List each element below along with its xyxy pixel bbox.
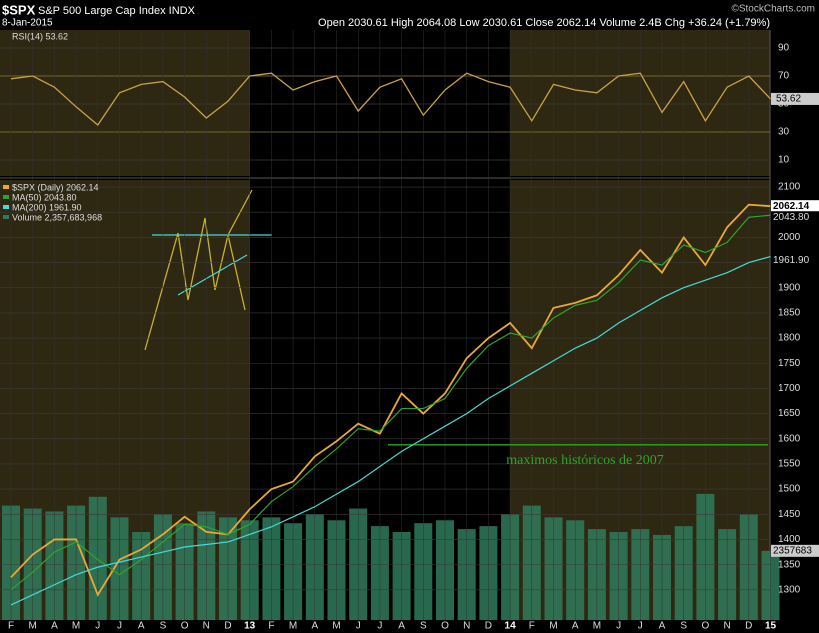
- x-tick-label: N: [203, 621, 210, 632]
- x-tick-label: 15: [765, 621, 777, 632]
- price-line: [10, 203, 771, 597]
- value-tag: [771, 200, 819, 213]
- x-tick-label: M: [332, 621, 340, 632]
- x-tick-label: F: [8, 621, 14, 632]
- quote: Open 2030.61 High 2064.08 Low 2030.61 Cl…: [318, 17, 770, 29]
- x-tick-label: A: [398, 621, 405, 632]
- y-tick-label: 1900: [778, 282, 801, 293]
- pattern-sketch: [227, 234, 246, 311]
- rsi-line: [10, 72, 771, 126]
- x-tick-label: A: [659, 621, 666, 632]
- y-tick-label: 2100: [778, 182, 801, 193]
- x-tick-label: M: [289, 621, 297, 632]
- y-tick-label: 1550: [778, 459, 801, 470]
- x-tick-label: J: [616, 621, 621, 632]
- x-tick-label: J: [95, 621, 100, 632]
- legend-label: MA(50) 2043.80: [12, 192, 77, 202]
- x-tick-label: O: [441, 621, 449, 632]
- price-line: [10, 214, 771, 591]
- annotation-text: maximos históricos de 2007: [506, 453, 664, 468]
- y-tick-label: 1850: [778, 308, 801, 319]
- value-tag-label: 2357683: [773, 545, 812, 556]
- x-tick-label: O: [702, 621, 710, 632]
- value-tag-label: 1961.90: [773, 255, 810, 266]
- legend-swatch: [3, 215, 9, 219]
- legend-label: Volume 2,357,683,968: [12, 212, 102, 222]
- y-tick-label: 1300: [778, 584, 801, 595]
- x-tick-label: O: [181, 621, 189, 632]
- legend-label: $SPX (Daily) 2062.14: [12, 182, 99, 192]
- price-line: [10, 255, 771, 606]
- y-tick-label: 1800: [778, 333, 801, 344]
- x-tick-label: N: [463, 621, 470, 632]
- y-tick-label: 2000: [778, 232, 801, 243]
- x-tick-label: S: [680, 621, 687, 632]
- y-tick-label: 1600: [778, 433, 801, 444]
- rsi-label: RSI(14) 53.62: [12, 31, 68, 41]
- y-tick-label: 1750: [778, 358, 801, 369]
- rsi-tick-label: 30: [778, 127, 790, 138]
- rsi-tick-label: 70: [778, 71, 790, 82]
- x-tick-label: A: [51, 621, 58, 632]
- value-tag-label: 2062.14: [773, 201, 810, 212]
- y-tick-label: 1700: [778, 383, 801, 394]
- y-tick-label: 1650: [778, 408, 801, 419]
- value-tag-label: 53.62: [776, 94, 801, 105]
- x-tick-label: M: [72, 621, 80, 632]
- value-tag-label: 2043.80: [773, 212, 810, 223]
- x-tick-label: D: [745, 621, 752, 632]
- x-tick-label: M: [549, 621, 557, 632]
- legend-label: MA(200) 1961.90: [12, 202, 82, 212]
- x-tick-label: F: [529, 621, 535, 632]
- pattern-sketch: [177, 254, 248, 296]
- y-tick-label: 1450: [778, 509, 801, 520]
- x-tick-label: F: [268, 621, 274, 632]
- value-tag: [771, 544, 819, 557]
- x-tick-label: J: [117, 621, 122, 632]
- x-tick-label: M: [29, 621, 37, 632]
- rsi-tick-label: 10: [778, 155, 790, 166]
- rsi-tick-label: 90: [778, 43, 790, 54]
- value-tag: [771, 92, 819, 105]
- x-tick-label: N: [723, 621, 730, 632]
- value-tag: [771, 211, 819, 224]
- x-tick-label: 13: [244, 621, 256, 632]
- x-tick-label: J: [638, 621, 643, 632]
- x-tick-label: D: [224, 621, 231, 632]
- chart-title: $SPX: [2, 2, 36, 17]
- x-tick-label: J: [356, 621, 361, 632]
- x-tick-label: D: [485, 621, 492, 632]
- x-tick-label: J: [377, 621, 382, 632]
- legend-swatch: [3, 185, 9, 189]
- chart-subtitle: S&P 500 Large Cap Index INDX: [38, 5, 196, 17]
- x-tick-label: M: [593, 621, 601, 632]
- legend-swatch: [3, 205, 9, 209]
- y-tick-label: 1350: [778, 559, 801, 570]
- legend-swatch: [3, 195, 9, 199]
- x-tick-label: A: [138, 621, 145, 632]
- watermark: ©StockCharts.com: [731, 4, 815, 15]
- x-tick-label: S: [420, 621, 427, 632]
- x-tick-label: 14: [505, 621, 517, 632]
- x-tick-label: A: [572, 621, 579, 632]
- y-tick-label: 1500: [778, 484, 801, 495]
- value-tag: [771, 254, 819, 267]
- x-tick-label: A: [311, 621, 318, 632]
- y-tick-label: 1400: [778, 534, 801, 545]
- x-tick-label: S: [160, 621, 167, 632]
- date: 8-Jan-2015: [2, 18, 53, 29]
